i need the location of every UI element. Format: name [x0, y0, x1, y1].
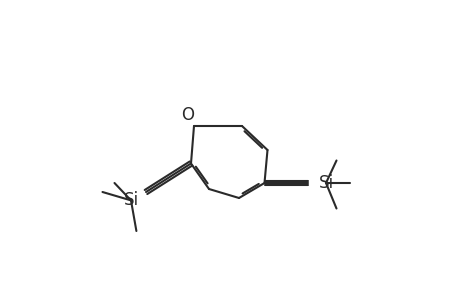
Circle shape — [180, 109, 194, 122]
Text: O: O — [180, 106, 194, 124]
Text: Si: Si — [123, 191, 138, 209]
Text: Si: Si — [318, 174, 333, 192]
